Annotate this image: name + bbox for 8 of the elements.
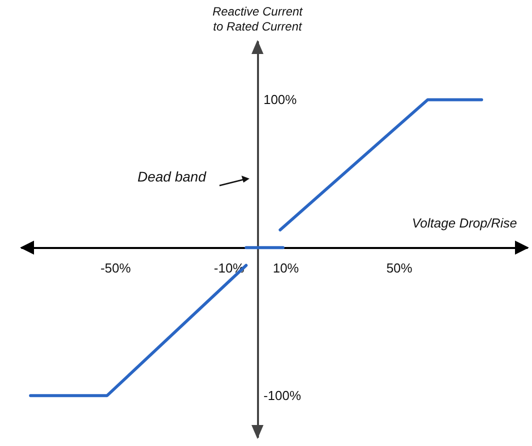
x-tick-label: 10%: [272, 260, 300, 276]
y-axis-title: Reactive Current to Rated Current: [212, 4, 304, 34]
y-tick-label: -100%: [263, 388, 302, 404]
x-tick-label: 50%: [386, 260, 413, 276]
y-tick-label: 100%: [263, 92, 298, 108]
x-tick-label: -50%: [100, 260, 132, 276]
x-axis-title: Voltage Drop/Rise: [412, 216, 517, 231]
annotation: Dead band: [137, 168, 208, 185]
